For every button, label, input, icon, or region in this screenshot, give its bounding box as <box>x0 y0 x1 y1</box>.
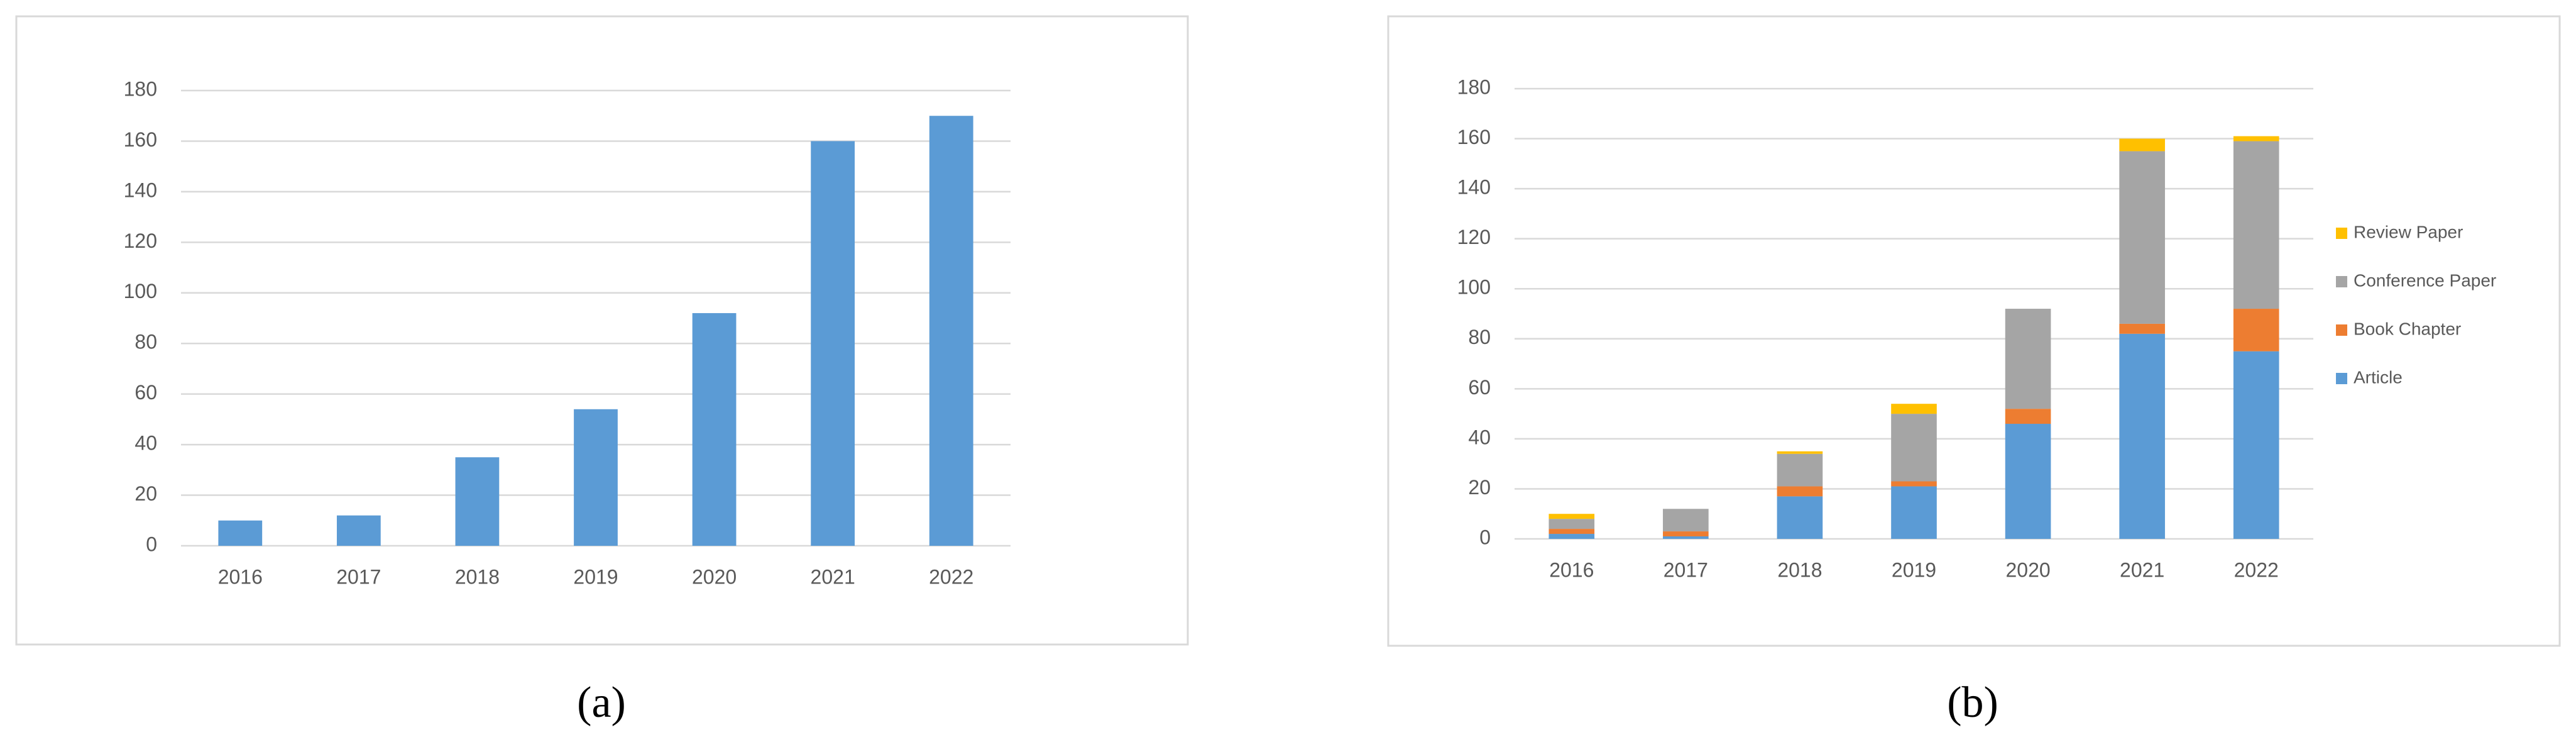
x-tick-label: 2017 <box>1663 558 1708 581</box>
y-tick-label: 100 <box>124 280 157 302</box>
bar-segment <box>2233 136 2279 141</box>
bar-segment <box>1548 529 1595 534</box>
x-tick-label: 2022 <box>2234 558 2279 581</box>
x-tick-label: 2021 <box>2120 558 2164 581</box>
bar <box>692 313 737 546</box>
panel-frame <box>1387 15 2561 647</box>
legend-swatch <box>2336 228 2347 239</box>
x-tick-label: 2016 <box>1549 558 1594 581</box>
bar-segment <box>2119 333 2165 539</box>
bar-segment <box>2119 138 2165 152</box>
y-tick-label: 0 <box>146 533 157 555</box>
bar-segment <box>1891 481 1937 487</box>
x-tick-label: 2022 <box>929 565 973 588</box>
y-tick-label: 80 <box>1468 326 1491 348</box>
x-tick-label: 2018 <box>1777 558 1822 581</box>
bar-segment <box>2005 409 2051 424</box>
bar-segment <box>1663 509 1709 532</box>
bar-segment <box>1548 519 1595 529</box>
y-tick-label: 100 <box>1457 276 1491 299</box>
bar-segment <box>2119 151 2165 324</box>
bar-segment <box>1891 414 1937 482</box>
legend-label: Review Paper <box>2354 222 2463 241</box>
bar-segment <box>2233 351 2279 539</box>
bar-segment <box>1777 496 1823 539</box>
x-tick-label: 2020 <box>2005 558 2050 581</box>
x-tick-label: 2017 <box>336 565 381 588</box>
y-tick-label: 60 <box>134 381 157 404</box>
y-tick-label: 20 <box>134 482 157 505</box>
bar <box>811 141 855 546</box>
y-tick-label: 20 <box>1468 476 1491 499</box>
bar-segment <box>1777 451 1823 454</box>
panel-frame <box>15 15 1189 646</box>
y-tick-label: 120 <box>124 230 157 252</box>
y-tick-label: 0 <box>1479 526 1491 548</box>
bar-segment <box>1548 534 1595 539</box>
bar <box>218 520 263 546</box>
y-tick-label: 140 <box>124 179 157 201</box>
legend-swatch <box>2336 373 2347 384</box>
bar-segment <box>1548 514 1595 519</box>
bar-segment <box>1663 536 1709 539</box>
bar-segment <box>2005 309 2051 409</box>
y-tick-label: 40 <box>134 432 157 455</box>
x-tick-label: 2021 <box>811 565 855 588</box>
bar-segment <box>2233 141 2279 309</box>
y-tick-label: 120 <box>1457 226 1491 248</box>
bar-segment <box>2005 424 2051 539</box>
bar <box>574 409 618 546</box>
bar-segment <box>2119 323 2165 334</box>
bar-segment <box>1891 486 1937 539</box>
y-tick-label: 180 <box>1457 75 1491 98</box>
bar <box>455 457 500 546</box>
bar-segment <box>1777 486 1823 497</box>
x-tick-label: 2019 <box>1892 558 1936 581</box>
y-tick-label: 180 <box>124 77 157 100</box>
x-tick-label: 2018 <box>455 565 500 588</box>
bar <box>929 116 973 546</box>
x-tick-label: 2020 <box>692 565 737 588</box>
bar-segment <box>1777 453 1823 487</box>
y-tick-label: 140 <box>1457 176 1491 199</box>
bar <box>336 515 381 546</box>
legend-swatch <box>2336 324 2347 336</box>
caption: (b) <box>1947 678 1998 727</box>
y-tick-label: 160 <box>1457 126 1491 148</box>
legend-label: Article <box>2354 367 2403 387</box>
y-tick-label: 80 <box>134 331 157 353</box>
x-tick-label: 2019 <box>573 565 618 588</box>
legend-label: Conference Paper <box>2354 270 2496 290</box>
caption: (a) <box>577 678 626 727</box>
bar-segment <box>2233 309 2279 351</box>
legend-swatch <box>2336 276 2347 287</box>
x-tick-label: 2016 <box>218 565 263 588</box>
legend-label: Book Chapter <box>2354 319 2461 338</box>
y-tick-label: 160 <box>124 128 157 151</box>
bar-segment <box>1891 404 1937 414</box>
y-tick-label: 60 <box>1468 376 1491 399</box>
bar-segment <box>1663 531 1709 537</box>
y-tick-label: 40 <box>1468 426 1491 448</box>
